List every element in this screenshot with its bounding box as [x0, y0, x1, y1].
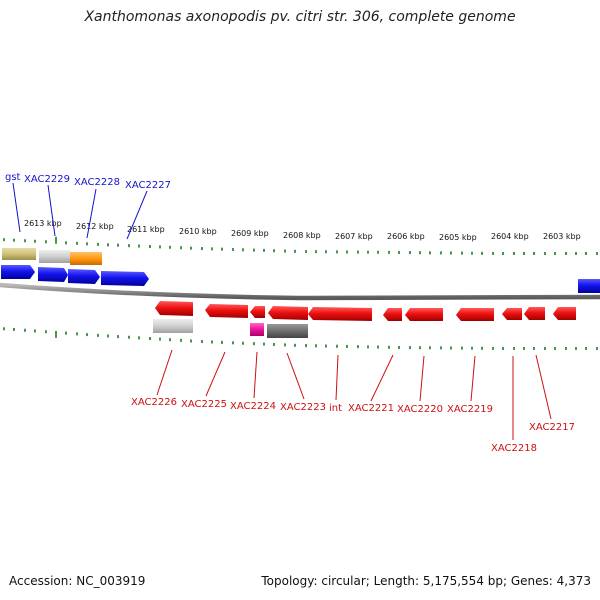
scale-label: 2606 kbp: [387, 232, 425, 241]
gene-feature-gray[interactable]: [153, 319, 193, 333]
forward-genes: [1, 248, 600, 293]
gene-label-xac2221[interactable]: XAC2221: [348, 403, 394, 414]
scale-label: 2609 kbp: [231, 229, 269, 238]
gene-arrow-edge[interactable]: [578, 279, 600, 293]
gene-feature-gray[interactable]: [39, 250, 71, 263]
gene-label-int[interactable]: int: [329, 403, 342, 414]
forward-labels: gst XAC2229 XAC2228 XAC2227: [5, 172, 171, 191]
gene-label-xac2220[interactable]: XAC2220: [397, 404, 443, 415]
scale-ticks-bottom: [3, 327, 598, 350]
leader-line: [535, 354, 552, 420]
gene-arrow-xac2228[interactable]: [68, 269, 100, 284]
gene-label-xac2229[interactable]: XAC2229: [24, 174, 70, 185]
gene-label-xac2225[interactable]: XAC2225: [181, 399, 227, 410]
scale-label: 2613 kbp: [24, 219, 62, 228]
gene-feature-dark[interactable]: [267, 324, 308, 338]
gene-arrow-xac2223[interactable]: [268, 306, 308, 320]
gene-label-xac2227[interactable]: XAC2227: [125, 180, 171, 191]
leader-line: [335, 354, 339, 401]
leader-line: [370, 354, 394, 402]
leader-line: [205, 351, 226, 397]
gene-label-xac2218[interactable]: XAC2218: [491, 443, 537, 454]
gene-label-gst[interactable]: gst: [5, 172, 21, 183]
scale-label: 2610 kbp: [179, 227, 217, 236]
gene-arrow-xac2226[interactable]: [155, 301, 193, 316]
reverse-labels: XAC2226 XAC2225 XAC2224 XAC2223 int XAC2…: [131, 397, 575, 454]
genome-title: Xanthomonas axonopodis pv. citri str. 30…: [84, 9, 516, 25]
gene-label-xac2217[interactable]: XAC2217: [529, 422, 575, 433]
gene-arrow-xac2229[interactable]: [38, 267, 68, 282]
leader-line: [286, 352, 305, 400]
scale-label: 2605 kbp: [439, 233, 477, 242]
gene-feature-pink[interactable]: [250, 323, 264, 336]
scale-label: 2607 kbp: [335, 232, 373, 241]
scale-labels: 2613 kbp 2612 kbp 2611 kbp 2610 kbp 2609…: [24, 219, 581, 242]
leader-line: [470, 355, 476, 402]
gene-label-xac2219[interactable]: XAC2219: [447, 404, 493, 415]
gene-arrow-xac2217[interactable]: [524, 307, 545, 320]
gene-feature-orange[interactable]: [70, 252, 102, 265]
gene-label-xac2226[interactable]: XAC2226: [131, 397, 177, 408]
gene-feature-olive[interactable]: [2, 248, 36, 260]
accession-text: Accession: NC_003919: [9, 574, 146, 588]
gene-arrow-xac2225[interactable]: [205, 304, 248, 318]
leader-line: [86, 188, 97, 239]
gene-arrow-xac2227[interactable]: [101, 271, 149, 286]
reverse-label-leaders: [156, 349, 552, 440]
gene-arrow-xac2220[interactable]: [405, 308, 443, 321]
gene-label-xac2224[interactable]: XAC2224: [230, 401, 276, 412]
forward-label-leaders: [12, 182, 148, 240]
reverse-genes: [153, 301, 576, 338]
leader-line: [419, 355, 425, 402]
gene-arrow-int[interactable]: [308, 307, 372, 321]
leader-line: [47, 184, 56, 237]
gene-arrow-xac2218[interactable]: [502, 308, 522, 320]
genome-summary-text: Topology: circular; Length: 5,175,554 bp…: [261, 574, 591, 588]
scale-label: 2611 kbp: [127, 225, 165, 234]
gene-arrow-xac2219[interactable]: [456, 308, 494, 321]
leader-line: [12, 182, 21, 233]
scale-label: 2612 kbp: [76, 222, 114, 231]
scale-label: 2603 kbp: [543, 232, 581, 241]
scale-ticks-top: [3, 236, 598, 255]
gene-label-xac2223[interactable]: XAC2223: [280, 402, 326, 413]
leader-line: [253, 351, 258, 399]
leader-line: [156, 349, 173, 396]
gene-arrow-xac2224[interactable]: [250, 306, 265, 318]
gene-label-xac2228[interactable]: XAC2228: [74, 177, 120, 188]
scale-label: 2604 kbp: [491, 232, 529, 241]
gene-arrow-edge[interactable]: [553, 307, 576, 320]
gene-arrow-gst[interactable]: [1, 265, 35, 279]
leader-line: [126, 190, 148, 240]
gene-arrow-xac2221[interactable]: [383, 308, 402, 321]
genome-backbone: [0, 282, 600, 301]
scale-label: 2608 kbp: [283, 231, 321, 240]
